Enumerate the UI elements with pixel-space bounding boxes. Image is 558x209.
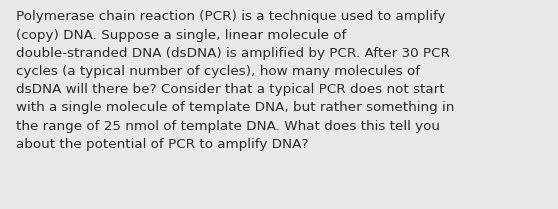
Text: Polymerase chain reaction (PCR) is a technique used to amplify
(copy) DNA. Suppo: Polymerase chain reaction (PCR) is a tec… [16, 10, 454, 151]
